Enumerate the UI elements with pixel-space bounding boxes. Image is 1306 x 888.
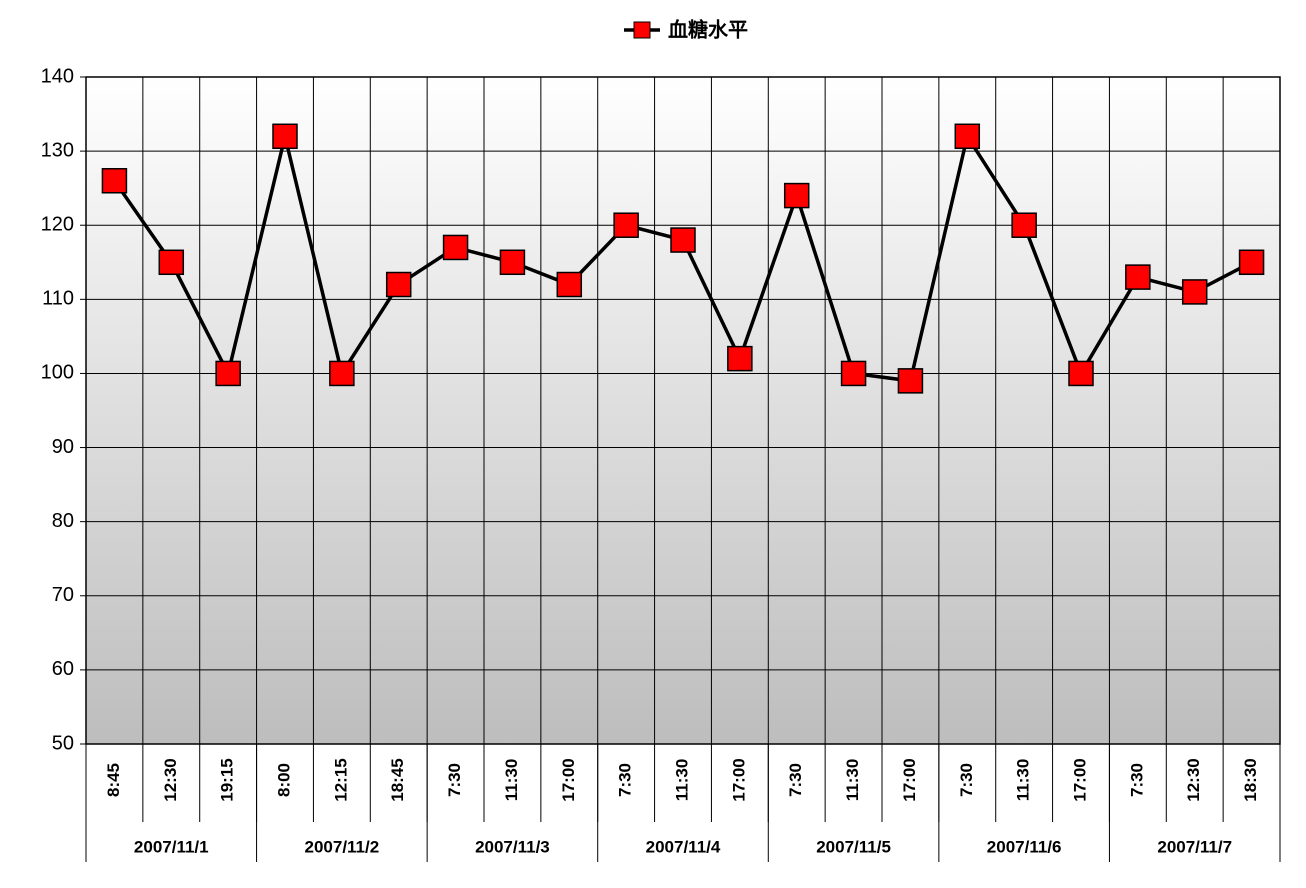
plot-border xyxy=(85,76,1281,745)
x-tick-label: 18:45 xyxy=(388,758,407,801)
marker xyxy=(499,249,526,276)
y-tick-label: 60 xyxy=(52,658,74,680)
y-tick-label: 120 xyxy=(41,214,74,236)
marker xyxy=(670,227,696,253)
marker xyxy=(101,168,128,194)
x-tick-label: 11:30 xyxy=(843,759,862,802)
marker xyxy=(1125,264,1151,290)
x-tick-label: 17:00 xyxy=(729,758,748,801)
x-tick-label: 12:30 xyxy=(161,758,180,801)
y-tick-label: 100 xyxy=(41,362,74,384)
x-tick-label: 19:15 xyxy=(218,758,237,801)
marker xyxy=(556,271,583,298)
group-label: 2007/11/3 xyxy=(475,837,550,856)
y-tick-label: 50 xyxy=(52,732,74,754)
x-tick-label: 12:30 xyxy=(1184,758,1203,801)
x-tick-label: 7:30 xyxy=(1127,763,1146,797)
x-tick-label: 17:00 xyxy=(1070,758,1089,801)
legend-label: 血糖水平 xyxy=(668,17,748,41)
y-tick-label: 130 xyxy=(41,139,74,161)
marker xyxy=(215,360,241,387)
group-label: 2007/11/1 xyxy=(134,837,209,856)
y-tick-label: 90 xyxy=(52,436,74,458)
marker xyxy=(1181,279,1208,305)
marker xyxy=(954,123,981,150)
marker xyxy=(158,249,185,276)
x-tick-label: 8:45 xyxy=(104,763,123,797)
marker xyxy=(1238,249,1265,276)
marker xyxy=(783,182,810,209)
x-tick-label: 11:30 xyxy=(672,759,691,802)
marker xyxy=(727,345,753,372)
marker xyxy=(897,368,924,394)
marker xyxy=(272,123,298,150)
marker xyxy=(442,234,469,261)
y-tick-label: 110 xyxy=(42,288,74,310)
plot-area xyxy=(86,77,1280,744)
group-label: 2007/11/2 xyxy=(305,837,380,856)
group-label: 2007/11/5 xyxy=(816,837,891,856)
x-tick-label: 7:30 xyxy=(616,763,635,797)
x-tick-label: 17:00 xyxy=(559,758,578,801)
x-tick-label: 17:00 xyxy=(900,758,919,801)
y-tick-label: 70 xyxy=(52,584,74,606)
group-label: 2007/11/7 xyxy=(1157,837,1232,856)
group-label: 2007/11/4 xyxy=(646,837,721,856)
legend-marker xyxy=(633,21,651,39)
marker xyxy=(840,360,867,387)
y-tick-label: 140 xyxy=(41,65,74,87)
marker xyxy=(613,212,639,238)
y-tick-label: 80 xyxy=(52,510,74,532)
x-tick-label: 11:30 xyxy=(1014,759,1033,802)
marker xyxy=(385,271,412,298)
x-tick-label: 18:30 xyxy=(1241,758,1260,801)
x-tick-label: 7:30 xyxy=(957,763,976,797)
marker xyxy=(1068,360,1094,387)
marker xyxy=(1011,212,1037,238)
group-label: 2007/11/6 xyxy=(987,837,1062,856)
x-tick-label: 7:30 xyxy=(445,763,464,797)
x-tick-label: 11:30 xyxy=(502,759,521,802)
marker xyxy=(329,360,355,387)
x-tick-label: 8:00 xyxy=(274,763,293,797)
x-tick-label: 7:30 xyxy=(786,763,805,797)
x-tick-label: 12:15 xyxy=(331,758,350,801)
